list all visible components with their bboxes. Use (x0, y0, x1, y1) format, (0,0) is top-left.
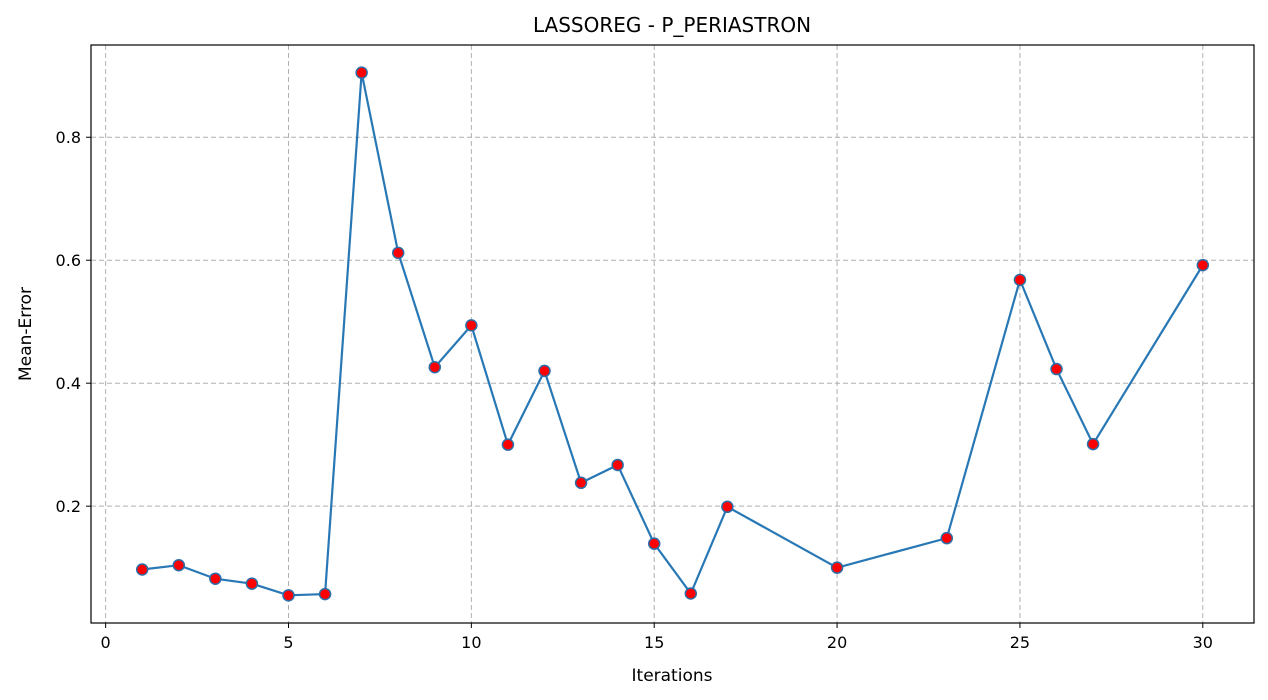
data-point (209, 572, 222, 585)
grid-layer (91, 45, 1254, 623)
data-point (940, 531, 954, 545)
data-point (1013, 273, 1027, 287)
x-tick-label: 0 (101, 633, 111, 652)
plot-frame (90, 44, 1255, 624)
series-layer (135, 66, 1210, 602)
x-tick-label: 20 (827, 633, 847, 652)
data-point (391, 246, 405, 260)
data-point (611, 458, 624, 472)
data-point (428, 360, 442, 374)
x-tick-label: 30 (1193, 633, 1213, 652)
y-tick-label: 0.6 (56, 251, 81, 270)
y-tick-label: 0.4 (56, 374, 81, 393)
data-point (1050, 362, 1063, 376)
y-axis-label: Mean-Error (16, 287, 36, 381)
data-point (501, 438, 515, 451)
data-point (135, 563, 149, 576)
data-point (282, 589, 295, 602)
x-axis-label: Iterations (632, 666, 713, 686)
data-point (684, 587, 698, 600)
data-point (647, 537, 661, 550)
data-point (355, 66, 368, 79)
data-point (318, 587, 332, 601)
y-tick-label: 0.8 (56, 128, 81, 147)
data-point (245, 577, 259, 590)
x-tick-label: 25 (1010, 633, 1030, 652)
data-point (465, 319, 478, 332)
x-tick-label: 5 (283, 633, 293, 652)
data-point (574, 476, 588, 490)
data-point (1086, 437, 1100, 451)
tick-layer: 0 5 10 15 20 25 30 0.2 0.4 0.6 0.8 (56, 128, 1213, 652)
x-tick-label: 10 (461, 633, 481, 652)
y-tick-label: 0.2 (56, 497, 81, 516)
data-point (830, 561, 844, 574)
x-tick-label: 15 (644, 633, 664, 652)
data-point (721, 500, 734, 514)
data-point (1196, 258, 1210, 272)
data-point (172, 558, 186, 572)
chart-title: LASSOREG - P_PERIASTRON (533, 13, 811, 37)
data-point (538, 364, 551, 378)
series-line (142, 72, 1204, 597)
